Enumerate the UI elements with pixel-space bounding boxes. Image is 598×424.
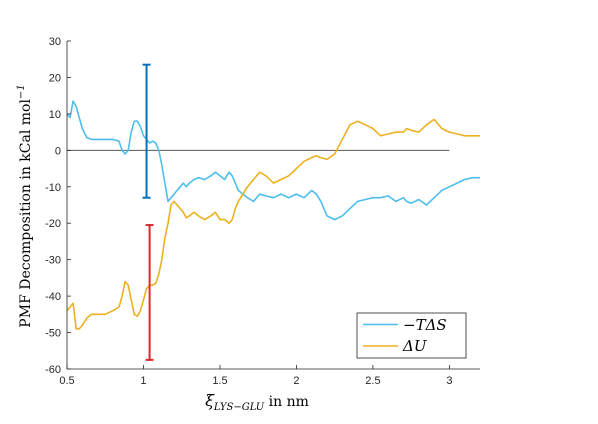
y-axis-label-superscript: −1 (16, 84, 27, 99)
x-axis-label-suffix: in nm (264, 394, 309, 410)
y-tick-label: -60 (45, 364, 61, 376)
y-tick-label: -10 (45, 182, 61, 194)
y-tick-label: 30 (49, 36, 61, 48)
legend: −TΔS ΔU (356, 312, 467, 359)
y-tick-label: 10 (49, 109, 61, 121)
y-tick-label: -20 (45, 218, 61, 230)
y-tick-label: 0 (55, 145, 61, 157)
x-tick-label: 3 (446, 375, 452, 387)
x-tick-label: 2 (293, 375, 299, 387)
legend-label-energy: ΔU (402, 337, 428, 355)
x-tick-label: 1 (140, 375, 146, 387)
x-axis-label: ξLYS−GLU in nm (205, 391, 309, 413)
y-tick-label: -40 (45, 291, 61, 303)
x-tick-label: 0.5 (59, 375, 74, 387)
y-tick-label: -50 (45, 328, 61, 340)
legend-box (356, 312, 467, 359)
y-axis-label: PMF Decomposition in kCal mol−1 (16, 84, 34, 327)
error-bar-1 (145, 224, 154, 361)
x-tick-label: 1.5 (212, 375, 227, 387)
x-axis-label-subscript: LYS−GLU (213, 402, 265, 413)
error-bar-0 (142, 63, 151, 199)
y-tick-label: 20 (49, 72, 61, 84)
series-line-1 (66, 118, 480, 330)
x-tick-label: 2.5 (365, 375, 380, 387)
series-line-0 (66, 100, 480, 221)
y-axis-label-text: PMF Decomposition in kCal mol (18, 99, 34, 328)
x-axis-label-symbol: ξ (205, 391, 215, 410)
y-tick-label: -30 (45, 255, 61, 267)
legend-label-entropy: −TΔS (403, 316, 447, 334)
